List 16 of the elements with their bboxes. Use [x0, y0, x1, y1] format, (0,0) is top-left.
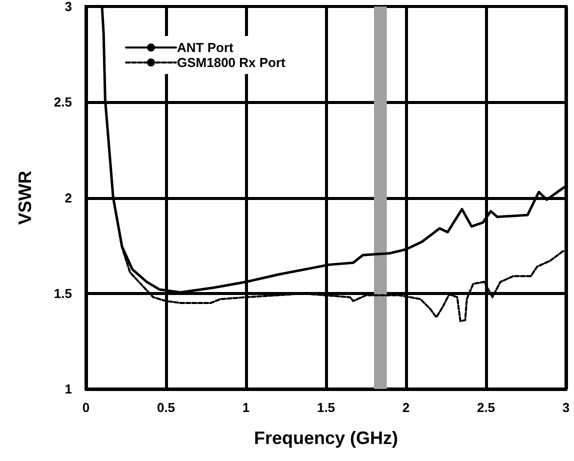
legend-label: GSM1800 Rx Port [177, 55, 286, 70]
x-tick-label: 2 [402, 400, 410, 415]
y-axis-title: VSWR [15, 170, 35, 225]
y-tick-label: 3 [64, 0, 72, 14]
y-tick-label: 1.5 [54, 286, 72, 301]
x-tick-label: 0 [82, 400, 90, 415]
y-tick-label: 2 [64, 190, 72, 206]
x-tick-label: 3 [562, 400, 570, 415]
legend-label: ANT Port [177, 40, 234, 55]
y-tick-label: 1 [64, 382, 72, 396]
y-tick-label: 2.5 [54, 94, 72, 110]
x-tick-label: 0.5 [156, 400, 176, 415]
x-tick-label: 1 [242, 400, 250, 415]
x-tick-label: 1.5 [316, 400, 336, 415]
x-axis-title: Frequency (GHz) [254, 428, 398, 448]
x-tick-label: 2.5 [476, 400, 496, 415]
